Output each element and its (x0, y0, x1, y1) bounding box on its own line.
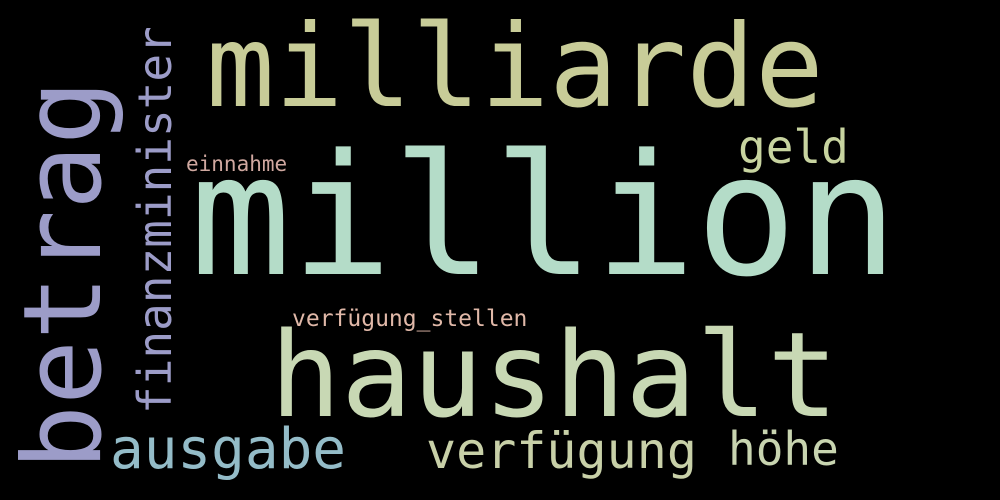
word-finanzminister: finanzminister (128, 26, 182, 414)
word-hoehe: höhe (728, 422, 839, 476)
word-million: million (190, 118, 899, 314)
word-einnahme: einnahme (186, 152, 288, 176)
word-milliarde: milliarde (206, 0, 824, 133)
word-geld: geld (738, 120, 849, 174)
word-betrag: betrag (1, 79, 126, 470)
word-ausgabe: ausgabe (110, 417, 347, 482)
word-haushalt: haushalt (270, 306, 839, 444)
word-verfuegung-stellen: verfügung_stellen (292, 306, 528, 332)
word-verfuegung: verfügung (426, 422, 697, 480)
